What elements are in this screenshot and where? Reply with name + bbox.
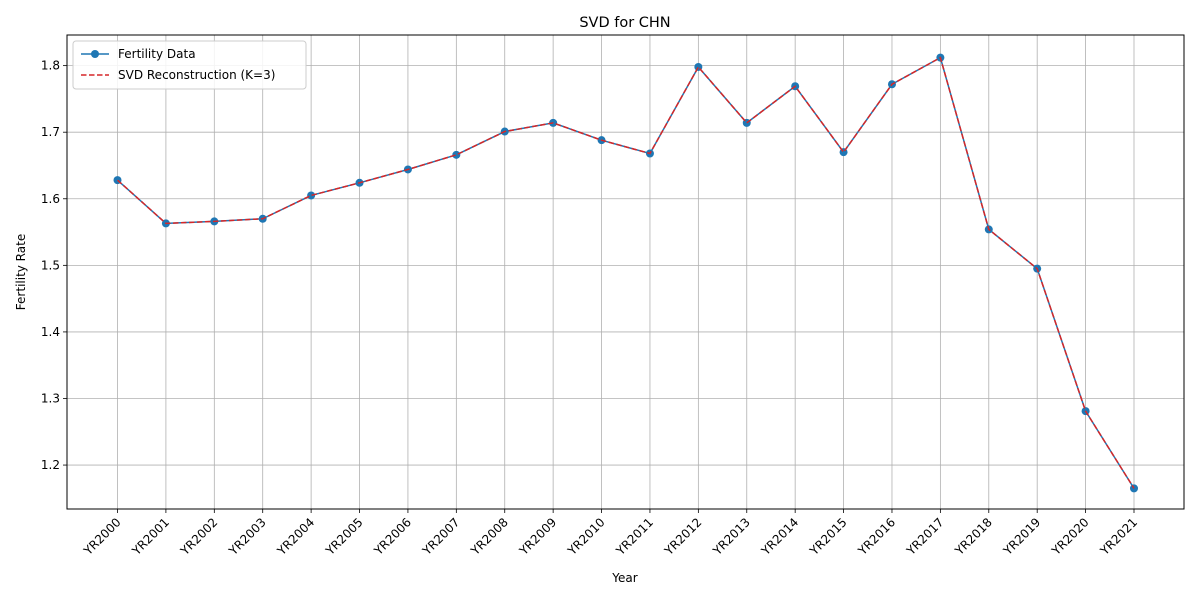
x-tick-label: YR2019 (1000, 515, 1043, 558)
series-line-fertility-data (117, 56, 1135, 489)
x-tick-label: YR2002 (177, 515, 220, 558)
x-tick-label: YR2012 (661, 515, 704, 558)
data-point-fertility-data (1130, 484, 1138, 493)
legend-marker-fertility-data (91, 50, 99, 58)
y-tick-label: 1.5 (41, 258, 60, 272)
chart-title: SVD for CHN (579, 15, 670, 31)
grid (67, 35, 1184, 509)
x-tick-label: YR2014 (758, 515, 801, 558)
plot-frame (66, 34, 1185, 510)
legend-label-svd-reconstruction: SVD Reconstruction (K=3) (118, 68, 275, 82)
axis-ticks: YR2000 YR2001 YR2002 YR2003 YR2004 YR2005 YR20… (41, 59, 1140, 559)
series (113, 53, 1138, 493)
x-tick-label: YR2007 (419, 515, 462, 558)
legend-label-fertility-data: Fertility Data (118, 47, 196, 61)
legend: Fertility Data SVD Reconstruction (K=3) (72, 40, 307, 90)
x-tick-label: YR2001 (129, 515, 172, 558)
x-tick-label: YR2009 (516, 515, 559, 558)
x-tick-label: YR2008 (468, 515, 511, 558)
x-axis-title: Year (611, 571, 637, 585)
data-point-fertility-data (307, 191, 316, 200)
y-tick-label: 1.6 (41, 192, 60, 206)
x-tick-label: YR2013 (710, 515, 753, 558)
x-tick-label: YR2004 (274, 515, 317, 558)
x-tick-label: YR2017 (903, 515, 946, 558)
y-tick-label: 1.4 (41, 325, 60, 339)
x-tick-label: YR2005 (322, 515, 365, 558)
x-tick-label: YR2003 (226, 515, 269, 558)
data-point-fertility-data (452, 150, 461, 159)
x-tick-label: YR2020 (1048, 515, 1091, 558)
series-line-svd-reconstruction (117, 56, 1135, 489)
x-tick-label: YR2021 (1097, 515, 1140, 558)
x-tick-label: YR2016 (855, 515, 898, 558)
y-tick-label: 1.8 (41, 59, 60, 73)
y-tick-label: 1.3 (41, 391, 60, 405)
y-tick-label: 1.2 (41, 458, 60, 472)
legend-box (72, 40, 307, 90)
y-axis-title: Fertility Rate (14, 234, 28, 310)
x-tick-label: YR2015 (806, 515, 849, 558)
y-tick-label: 1.7 (41, 125, 60, 139)
x-tick-label: YR2011 (613, 515, 656, 558)
x-tick-label: YR2006 (371, 515, 414, 558)
x-tick-label: YR2000 (80, 515, 123, 558)
x-tick-label: YR2010 (564, 515, 607, 558)
x-tick-label: YR2018 (952, 515, 995, 558)
